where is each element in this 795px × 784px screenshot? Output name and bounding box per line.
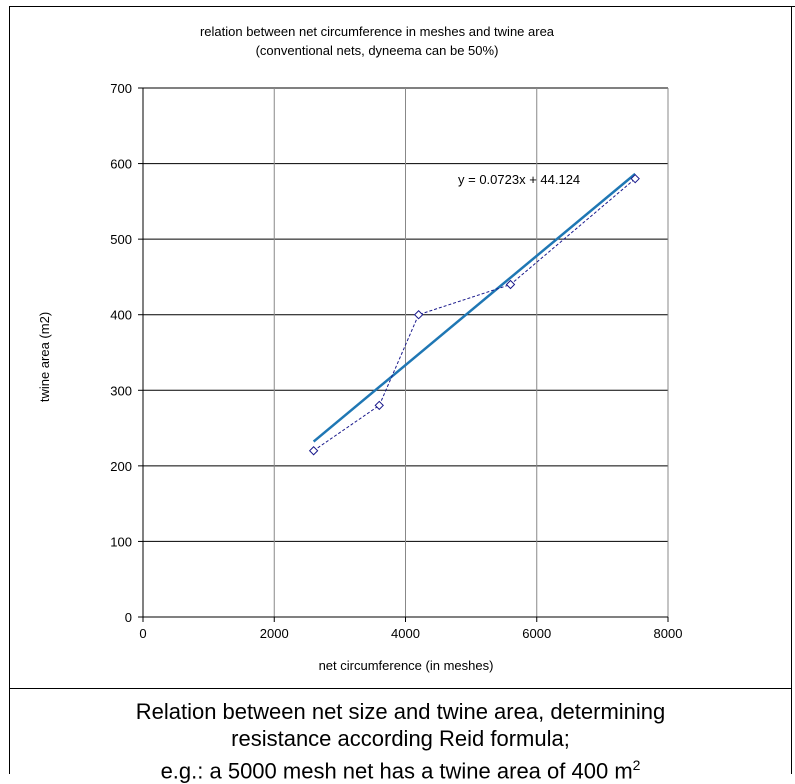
top-border-line	[745, 6, 795, 7]
caption-line-3: e.g.: a 5000 mesh net has a twine area o…	[9, 752, 792, 784]
data-point	[630, 173, 640, 184]
data-series	[308, 173, 640, 456]
data-point	[308, 446, 319, 456]
y-tick-label: 200	[110, 459, 132, 474]
x-tick-label: 2000	[260, 626, 289, 641]
caption-line-1: Relation between net size and twine area…	[135, 699, 666, 724]
y-tick-label: 0	[125, 610, 132, 625]
y-tick-label: 500	[110, 232, 132, 247]
y-tick-label: 700	[110, 81, 132, 96]
x-tick-label: 4000	[391, 626, 420, 641]
x-axis-label: net circumference (in meshes)	[319, 658, 494, 673]
x-tick-label: 6000	[522, 626, 551, 641]
grid	[143, 87, 669, 617]
chart-title-line-1: relation between net circumference in me…	[200, 24, 555, 39]
y-tick-label: 100	[110, 534, 132, 549]
caption-line-2: resistance according Reid formula;	[231, 726, 570, 751]
data-point	[505, 279, 516, 290]
chart: relation between net circumference in me…	[37, 24, 682, 673]
caption-divider	[9, 688, 792, 689]
axes	[138, 87, 669, 622]
y-tick-label: 300	[110, 383, 132, 398]
trendline-equation: y = 0.0723x + 44.124	[458, 172, 580, 187]
tick-labels: 0 100 200 300 400 500 600 700 0 2000 4000 6000 8000	[110, 81, 682, 641]
y-tick-label: 400	[110, 308, 132, 323]
caption-line-3-text: e.g.: a 5000 mesh net has a twine area o…	[160, 758, 633, 784]
chart-title-line-2: (conventional nets, dyneema can be 50%)	[256, 43, 499, 58]
trendline	[312, 172, 636, 443]
figure-caption: Relation between net size and twine area…	[9, 698, 792, 784]
y-tick-label: 600	[110, 157, 132, 172]
figure-frame	[9, 6, 792, 774]
x-tick-label: 8000	[654, 626, 683, 641]
x-tick-label: 0	[139, 626, 146, 641]
y-axis-label: twine area (m2)	[37, 312, 52, 402]
data-point	[413, 310, 424, 320]
data-point	[374, 400, 384, 411]
caption-superscript: 2	[632, 757, 641, 773]
trendline-line	[312, 172, 636, 443]
